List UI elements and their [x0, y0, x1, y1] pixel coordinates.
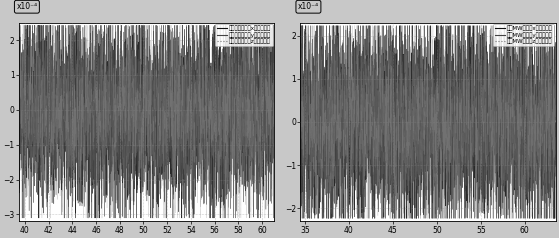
- Legend: 持续混合模式的x磁力矩误差, 持续混合模式的y磁力矩误差, 持续混合模式的z磁力矩误差: 持续混合模式的x磁力矩误差, 持续混合模式的y磁力矩误差, 持续混合模式的z磁力…: [215, 24, 273, 46]
- Text: x10⁻⁴: x10⁻⁴: [16, 2, 37, 11]
- Legend: 稳定MW模式的x磁力矩误差, 稳定MW模式的y磁力矩误差, 稳定MW模式的z磁力矩误差: 稳定MW模式的x磁力矩误差, 稳定MW模式的y磁力矩误差, 稳定MW模式的z磁力…: [493, 24, 555, 46]
- Text: x10⁻⁴: x10⁻⁴: [298, 2, 319, 11]
